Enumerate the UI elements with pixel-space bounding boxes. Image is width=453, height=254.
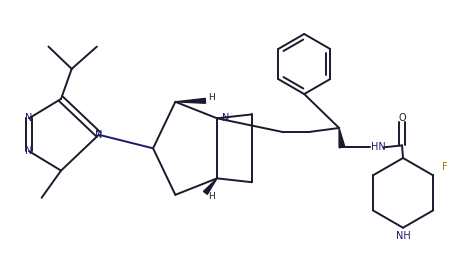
- Text: N: N: [95, 130, 102, 140]
- Text: F: F: [452, 174, 453, 184]
- Text: N: N: [25, 113, 33, 123]
- Text: NH: NH: [395, 230, 410, 241]
- Text: N: N: [25, 146, 33, 156]
- Text: F: F: [442, 162, 448, 172]
- Text: O: O: [398, 113, 406, 123]
- Polygon shape: [175, 98, 206, 103]
- Polygon shape: [339, 128, 345, 148]
- Text: H: H: [208, 93, 215, 102]
- Text: HN: HN: [371, 142, 386, 152]
- Text: H: H: [208, 192, 215, 201]
- Text: N: N: [222, 113, 229, 123]
- Polygon shape: [203, 178, 217, 194]
